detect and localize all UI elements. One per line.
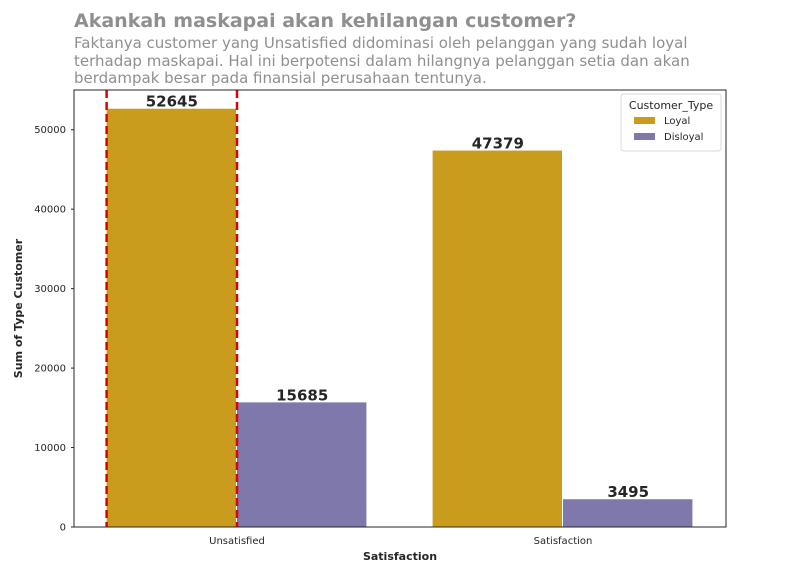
y-tick-label: 10000 — [34, 443, 66, 454]
legend-label-disloyal: Disloyal — [664, 132, 703, 143]
subtitle-line-2: terhadap maskapai. Hal ini berpotensi da… — [74, 51, 690, 70]
plot-frame — [73, 89, 727, 528]
x-tick-label: Satisfaction — [534, 536, 593, 547]
legend-title: Customer_Type — [629, 99, 713, 112]
bar-disloyal-unsatisfied — [237, 402, 367, 527]
y-tick-label: 20000 — [34, 364, 66, 375]
subtitle-line-1: Faktanya customer yang Unsatisfied didom… — [74, 34, 688, 52]
y-tick-label: 40000 — [34, 205, 66, 216]
data-label-loyal-unsatisfied: 52645 — [146, 93, 198, 111]
x-tick-label: Unsatisfied — [209, 536, 265, 547]
data-label-disloyal-satisfaction: 3495 — [607, 483, 649, 501]
y-tick-label: 30000 — [34, 284, 66, 295]
x-axis-label: Satisfaction — [363, 550, 437, 563]
chart-title: Akankah maskapai akan kehilangan custome… — [74, 10, 577, 32]
chart-subtitle: Faktanya customer yang Unsatisfied didom… — [74, 34, 774, 88]
legend-label-loyal: Loyal — [664, 116, 690, 127]
legend-swatch-loyal — [634, 117, 655, 124]
data-label-loyal-satisfaction: 47379 — [472, 135, 524, 153]
bar-disloyal-satisfaction — [563, 499, 693, 527]
legend-swatch-disloyal — [634, 133, 655, 140]
y-tick-label: 50000 — [34, 125, 66, 136]
subtitle-line-3: berdampak besar pada finansial perusahaa… — [74, 69, 487, 87]
y-axis-label: Sum of Type Customer — [12, 238, 25, 378]
bar-loyal-unsatisfied — [106, 108, 236, 527]
bar-loyal-satisfaction — [432, 150, 562, 527]
y-tick-label: 0 — [60, 523, 66, 534]
data-label-disloyal-unsatisfied: 15685 — [276, 386, 328, 404]
